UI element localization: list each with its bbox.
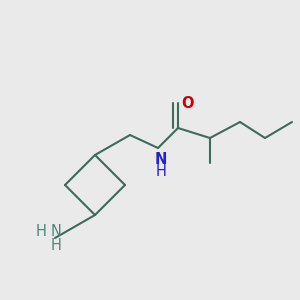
Text: O: O — [182, 95, 194, 110]
Text: N: N — [51, 224, 62, 239]
Text: H: H — [51, 238, 62, 253]
Text: H: H — [36, 224, 46, 239]
Text: N: N — [155, 152, 167, 167]
Text: H: H — [156, 164, 167, 179]
